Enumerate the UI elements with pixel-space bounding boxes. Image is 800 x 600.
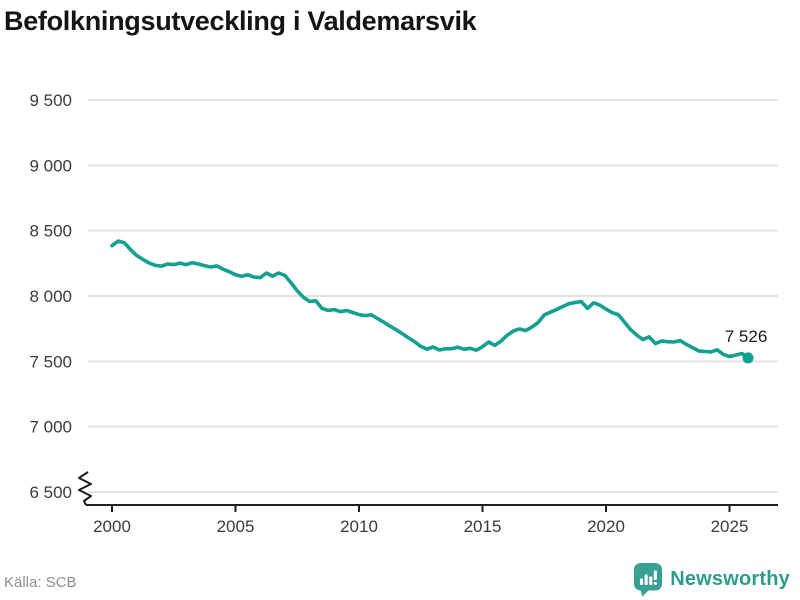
x-axis: 2000 2005 2010 2015 2020 2025 <box>78 471 778 536</box>
y-tick-label: 8 000 <box>29 287 72 306</box>
y-tick-label: 7 000 <box>29 418 72 437</box>
x-tick-label: 2010 <box>340 517 378 536</box>
newsworthy-logo-text: Newsworthy <box>670 568 790 590</box>
x-tick-label: 2005 <box>217 517 255 536</box>
y-tick-label: 9 000 <box>29 156 72 175</box>
newsworthy-logo-icon <box>634 563 663 597</box>
y-tick-label: 8 500 <box>29 222 72 241</box>
x-tick-label: 2025 <box>711 517 749 536</box>
x-tick-label: 2015 <box>464 517 502 536</box>
source-label: Källa: SCB <box>4 574 77 591</box>
y-tick-label: 6 500 <box>29 483 72 502</box>
gridlines <box>88 99 778 493</box>
y-tick-label: 9 500 <box>29 91 72 110</box>
end-value-label: 7 526 <box>725 327 768 346</box>
end-point-dot <box>742 352 754 364</box>
y-axis-labels: 6 500 7 000 7 500 8 000 8 500 9 000 9 500 <box>29 91 72 502</box>
x-tick-label: 2000 <box>93 517 131 536</box>
chart-title: Befolkningsutveckling i Valdemarsvik <box>4 6 477 36</box>
x-tick-label: 2020 <box>587 517 625 536</box>
series-line: 7 526 <box>110 239 768 364</box>
y-tick-label: 7 500 <box>29 352 72 371</box>
axis-break-icon <box>78 471 92 506</box>
newsworthy-logo[interactable]: Newsworthy <box>633 562 790 597</box>
population-line <box>110 239 750 360</box>
